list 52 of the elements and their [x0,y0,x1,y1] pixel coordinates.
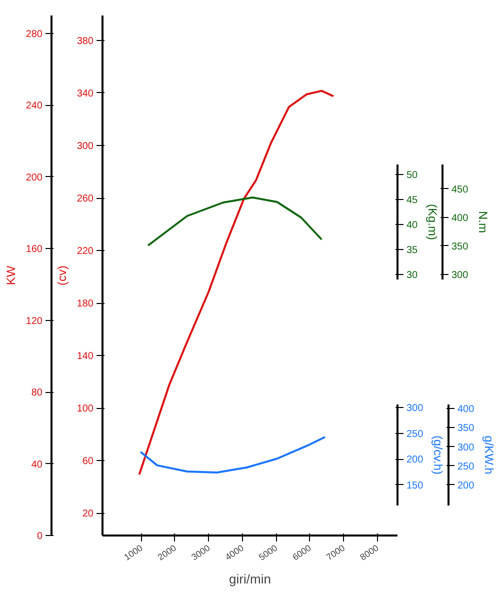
y-tick-label: 160 [26,244,43,256]
y-tick-label: 200 [406,454,424,466]
y2-tick-label: 20 [82,508,94,520]
y-tick-label: 40 [406,220,418,231]
line-series [138,90,334,476]
y-axis-title: (Kg.m) [426,204,440,240]
y2-axis-title: g/KW.h [482,436,496,474]
y-axis-title: KW [4,265,18,286]
y-tick-label: 280 [26,28,43,40]
y2-tick-label: 300 [452,270,469,281]
y-tick-label: 80 [31,388,43,399]
y2-axis-title: N.m [476,211,490,233]
y2-tick-label: 350 [452,241,469,252]
y2-axis-title: (cv) [54,265,69,286]
y-tick-label: 45 [406,195,418,206]
y2-tick-label: 200 [458,480,475,492]
y-axis-title: (g/cv.h) [431,435,446,475]
y2-tick-label: 300 [76,141,94,152]
y-tick-label: 30 [406,270,418,281]
y-tick-label: 200 [26,172,43,184]
y2-tick-label: 300 [458,442,475,454]
x-tick-label: 5000 [257,542,280,562]
y-tick-label: 40 [31,459,43,470]
y2-tick-label: 60 [82,456,94,468]
y-tick-label: 300 [406,403,424,414]
y2-tick-label: 380 [76,36,94,47]
y-tick-label: 240 [26,100,43,112]
y2-tick-label: 340 [76,88,94,100]
y-tick-label: 120 [26,316,43,327]
x-tick-label: 6000 [290,542,313,562]
y2-tick-label: 400 [458,404,475,416]
x-tick-label: 4000 [223,542,246,562]
y-tick-label: 50 [406,170,418,181]
y2-tick-label: 450 [452,184,469,196]
y-tick-label: 250 [406,428,424,440]
x-tick-label: 7000 [324,542,347,562]
x-tick-label: 8000 [358,542,380,562]
y2-tick-label: 220 [76,246,94,258]
y2-tick-label: 260 [76,194,94,205]
y2-tick-label: 100 [76,404,94,415]
line-series [147,196,323,246]
x-tick-label: 3000 [190,542,212,562]
x-axis-title: giri/min [229,572,271,587]
y-tick-label: 150 [406,480,424,492]
line-series [140,436,326,474]
y2-tick-label: 350 [458,423,475,434]
y-tick-label: 35 [406,245,418,256]
y-tick-label: 0 [36,531,43,542]
y2-tick-label: 180 [76,298,94,310]
y2-tick-label: 250 [458,461,475,472]
y2-tick-label: 400 [452,212,469,224]
y2-tick-label: 140 [76,351,94,362]
